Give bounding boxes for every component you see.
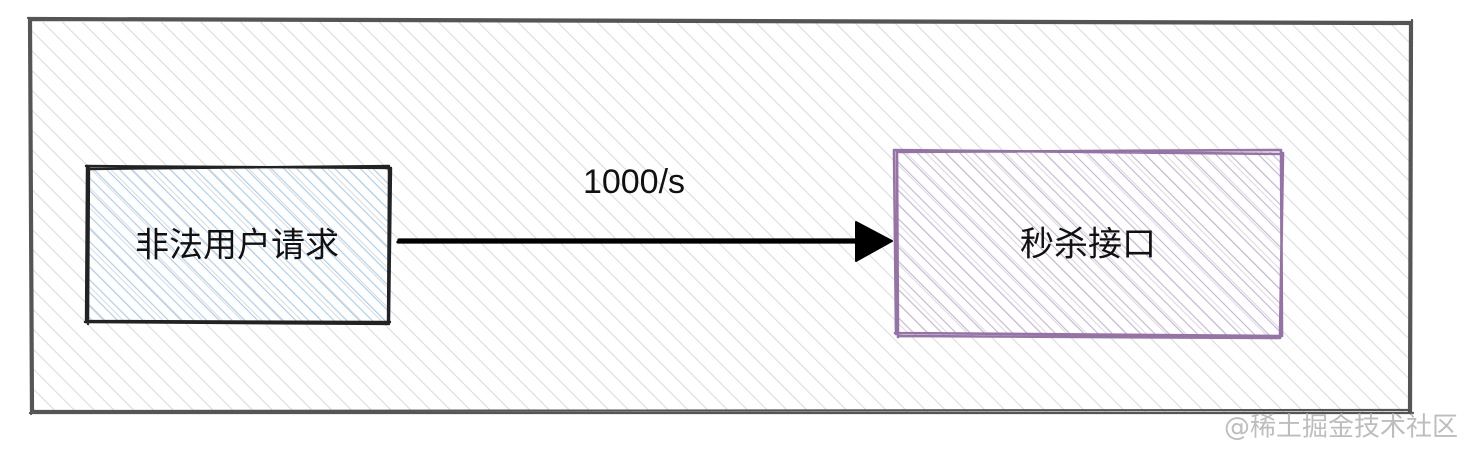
target-node: 秒杀接口 [892,148,1285,340]
source-node: 非法用户请求 [83,164,393,326]
source-node-label: 非法用户请求 [135,226,339,266]
target-node-label: 秒杀接口 [1020,225,1156,265]
watermark-text: @稀土掘金技术社区 [1224,413,1458,443]
edge-arrow [396,221,893,262]
edge-label: 1000/s [583,163,685,201]
